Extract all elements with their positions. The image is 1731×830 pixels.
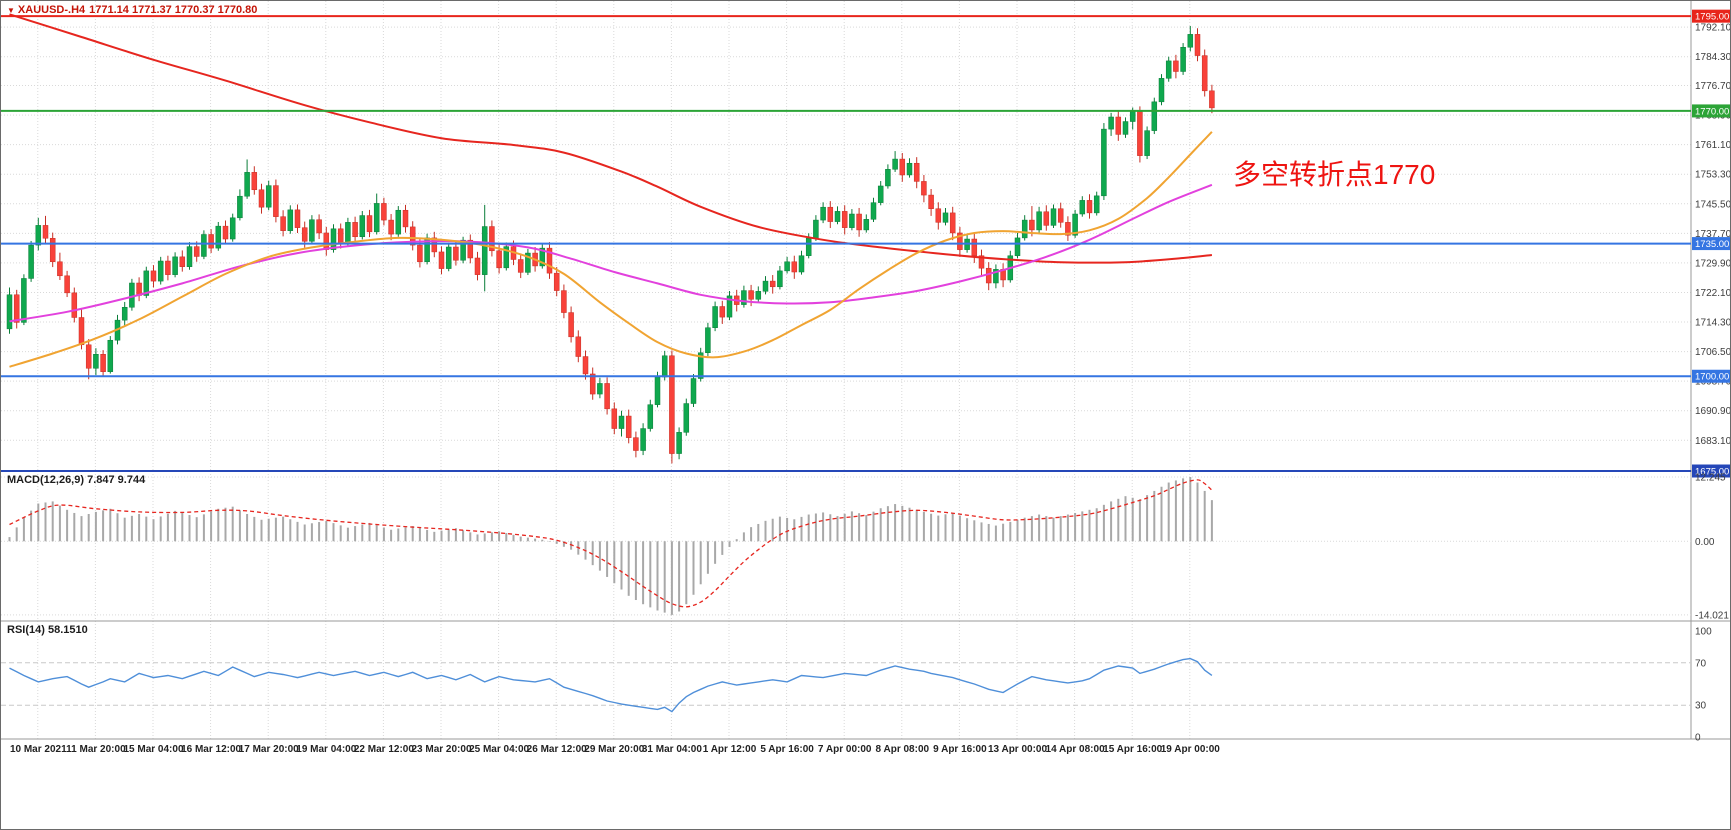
price-axis-label: 1792.10 xyxy=(1695,23,1731,34)
macd-axis-label: 0.00 xyxy=(1695,537,1715,548)
time-axis-label: 25 Mar 04:00 xyxy=(469,744,529,755)
rsi-panel xyxy=(1,657,1691,713)
rsi-axis-label: 100 xyxy=(1695,627,1712,638)
macd-axis-label: 12.245 xyxy=(1695,473,1726,484)
chart-annotation-text: 多空转折点1770 xyxy=(1233,159,1436,190)
time-axis-label: 5 Apr 16:00 xyxy=(760,744,814,755)
rsi-axis-label: 0 xyxy=(1695,733,1701,744)
price-axis-label: 1683.10 xyxy=(1695,436,1731,447)
price-line-label: 1795.00 xyxy=(1695,12,1729,23)
price-axis-label: 1706.50 xyxy=(1695,347,1731,358)
time-axis-label: 19 Apr 00:00 xyxy=(1161,744,1221,755)
price-axis-label: 1690.90 xyxy=(1695,406,1731,417)
time-axis-label: 11 Mar 20:00 xyxy=(66,744,126,755)
price-axis-label: 1761.10 xyxy=(1695,140,1731,151)
symbol-period-label: XAUUSD-.H4 xyxy=(17,4,86,16)
time-axis-label: 8 Apr 08:00 xyxy=(876,744,930,755)
price-axis-label: 1776.70 xyxy=(1695,81,1731,92)
time-axis-label: 16 Mar 12:00 xyxy=(181,744,241,755)
time-axis-label: 13 Apr 00:00 xyxy=(988,744,1048,755)
price-axis-label: 1737.70 xyxy=(1695,229,1731,240)
price-line-label: 1735.00 xyxy=(1695,239,1729,250)
time-axis-label: 29 Mar 20:00 xyxy=(584,744,644,755)
time-axis-label: 22 Mar 12:00 xyxy=(354,744,414,755)
time-axis-label: 14 Apr 08:00 xyxy=(1046,744,1106,755)
macd-signal-line xyxy=(9,479,1213,608)
price-line-chip xyxy=(1692,464,1730,478)
chart-canvas[interactable]: 1792.101784.301776.701768.901761.101753.… xyxy=(1,1,1731,761)
rsi-axis-label: 30 xyxy=(1695,701,1707,712)
time-axis-label: 19 Mar 04:00 xyxy=(296,744,356,755)
time-axis-label: 17 Mar 20:00 xyxy=(239,744,299,755)
ohlc-values: 1771.14 1771.37 1770.37 1770.80 xyxy=(89,4,258,16)
time-axis-label: 15 Apr 16:00 xyxy=(1103,744,1163,755)
ma-fast-orange-line xyxy=(9,131,1213,368)
price-line-label: 1675.00 xyxy=(1695,467,1729,478)
time-axis-label: 15 Mar 04:00 xyxy=(123,744,183,755)
price-line-label: 1700.00 xyxy=(1695,372,1729,383)
price-line-chip xyxy=(1692,237,1730,251)
price-axis-label: 1745.50 xyxy=(1695,199,1731,210)
price-axis-label: 1784.30 xyxy=(1695,52,1731,63)
price-axis-label: 1753.30 xyxy=(1695,170,1731,181)
symbol-ohlc-header: ▼ XAUUSD-.H4 1771.14 1771.37 1770.37 1770.… xyxy=(7,4,257,16)
time-axis-label: 26 Mar 12:00 xyxy=(527,744,587,755)
rsi-line xyxy=(9,657,1213,713)
time-axis-label: 7 Apr 00:00 xyxy=(818,744,872,755)
main-chart-panel xyxy=(1,13,1691,472)
price-axis-label: 1714.30 xyxy=(1695,318,1731,329)
price-line-label: 1770.00 xyxy=(1695,106,1729,117)
macd-indicator-label: MACD(12,26,9) 7.847 9.744 xyxy=(7,474,146,486)
time-axis-label: 9 Apr 16:00 xyxy=(933,744,987,755)
time-axis-label: 1 Apr 12:00 xyxy=(703,744,757,755)
price-line-chip xyxy=(1692,369,1730,383)
rsi-indicator-label: RSI(14) 58.1510 xyxy=(7,624,88,636)
price-axis: 1792.101784.301776.701768.901761.101753.… xyxy=(1692,9,1731,744)
time-axis-label: 10 Mar 2021 xyxy=(10,744,67,755)
time-axis-label: 31 Mar 04:00 xyxy=(642,744,702,755)
chart-marker-icon: ▼ xyxy=(7,6,15,15)
price-line-chip xyxy=(1692,9,1730,23)
price-axis-label: 1722.10 xyxy=(1695,288,1731,299)
macd-axis-label: -14.021 xyxy=(1695,610,1729,621)
ma-slow-red-line xyxy=(9,13,1213,264)
rsi-axis-label: 70 xyxy=(1695,658,1707,669)
time-axis-label: 23 Mar 20:00 xyxy=(411,744,471,755)
macd-panel xyxy=(1,476,1691,616)
price-axis-label: 1729.90 xyxy=(1695,258,1731,269)
price-line-chip xyxy=(1692,104,1730,118)
